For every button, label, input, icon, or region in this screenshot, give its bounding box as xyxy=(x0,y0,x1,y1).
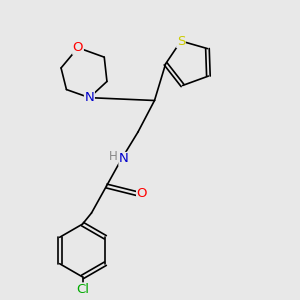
Text: S: S xyxy=(177,34,185,47)
Text: O: O xyxy=(136,187,147,200)
Text: O: O xyxy=(73,41,83,54)
Text: N: N xyxy=(119,152,129,166)
Text: H: H xyxy=(109,150,118,163)
Text: Cl: Cl xyxy=(76,283,89,296)
Text: N: N xyxy=(85,91,94,104)
